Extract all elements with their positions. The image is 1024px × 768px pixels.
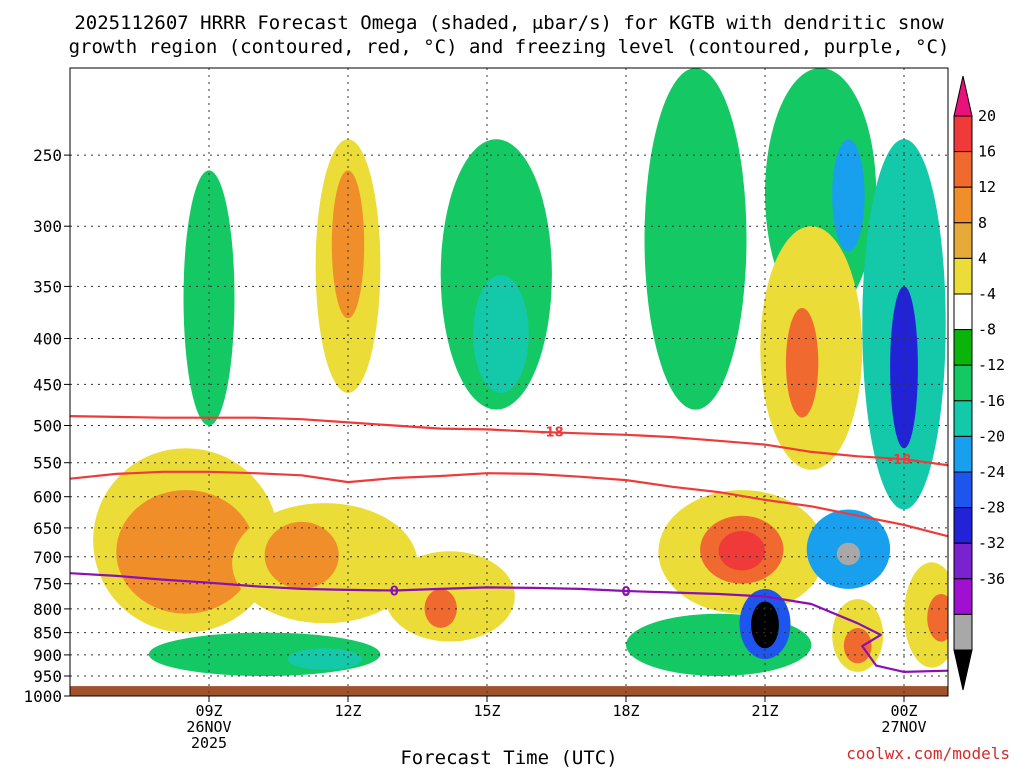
colorbar-label: -8 [978, 321, 996, 339]
colorbar-label: 12 [978, 178, 996, 196]
chart-title-line1: 2025112607 HRRR Forecast Omega (shaded, … [74, 12, 944, 34]
omega-region [183, 170, 235, 426]
colorbar-box [953, 115, 973, 153]
y-tick-label: 1000 [23, 687, 62, 706]
contour-line [70, 572, 948, 673]
contour-line [70, 470, 948, 538]
y-tick-label: 250 [33, 146, 62, 165]
y-tick-label: 350 [33, 277, 62, 296]
omega-region [264, 521, 339, 589]
colorbar-label: 4 [978, 249, 987, 267]
x-tick-label: 21Z [751, 702, 778, 720]
x-tick-label: 18Z [612, 702, 639, 720]
colorbar-box [953, 293, 973, 331]
omega-region [424, 588, 457, 628]
colorbar-label: 8 [978, 214, 987, 232]
y-tick-label: 600 [33, 488, 62, 507]
x-tick-label: 09Z [195, 702, 222, 720]
contour-label: 0 [390, 585, 399, 600]
y-tick-label: 500 [33, 417, 62, 436]
omega-region [785, 308, 819, 418]
colorbar-box [953, 151, 973, 188]
y-tick-label: 400 [33, 330, 62, 349]
colorbar-box [953, 257, 973, 295]
colorbar-label: -36 [978, 570, 1005, 588]
colorbar-label: -12 [978, 356, 1005, 374]
colorbar-label: -28 [978, 499, 1005, 517]
colorbar-label: 20 [978, 107, 996, 125]
omega-region [751, 601, 779, 649]
y-tick-label: 550 [33, 454, 62, 473]
omega-region [718, 530, 765, 571]
contour-line [70, 415, 948, 467]
plot-frame [69, 67, 949, 697]
chart-title-line2: growth region (contoured, red, °C) and f… [69, 36, 950, 58]
colorbar-box [953, 186, 973, 224]
y-tick-label: 650 [33, 519, 62, 538]
contour-label: -18 [540, 426, 564, 441]
y-tick-label: 900 [33, 646, 62, 665]
x-tick-label: 27NOV [881, 718, 926, 736]
omega-region [836, 542, 861, 566]
colorbar-top-arrow [953, 75, 973, 117]
colorbar-bottom-arrow [953, 649, 973, 691]
y-tick-label: 450 [33, 375, 62, 394]
y-tick-label: 750 [33, 575, 62, 594]
y-tick-label: 950 [33, 667, 62, 686]
colorbar-box [953, 507, 973, 544]
y-tick-label: 700 [33, 548, 62, 567]
contour-label: -18 [888, 453, 912, 468]
credit-text: coolwx.com/models [846, 744, 1010, 763]
colorbar-box [953, 364, 973, 402]
omega-region [904, 562, 948, 668]
x-tick-label: 26NOV [186, 718, 231, 736]
omega-region [890, 286, 918, 449]
colorbar: 20 16 12 8 4 -4 -8 -12 -16 -20 -24 -28 -32 -36 [953, 75, 1005, 691]
y-tick-label: 300 [33, 217, 62, 236]
x-tick-label: 2025 [191, 734, 227, 752]
omega-region [927, 594, 948, 642]
colorbar-label: 16 [978, 143, 996, 161]
y-tick-label: 850 [33, 624, 62, 643]
colorbar-box [953, 435, 973, 473]
colorbar-label: -16 [978, 392, 1005, 410]
omega-region [287, 648, 362, 670]
colorbar-box [953, 400, 973, 437]
omega-region [832, 139, 865, 252]
x-tick-label: 15Z [473, 702, 500, 720]
omega-region [473, 275, 529, 393]
omega-region [843, 628, 872, 664]
colorbar-label: -24 [978, 463, 1005, 481]
colorbar-label: -4 [978, 285, 996, 303]
colorbar-box [953, 542, 973, 580]
y-tick-label: 800 [33, 600, 62, 619]
omega-shading [93, 68, 948, 677]
colorbar-box [953, 222, 973, 259]
x-tick-label: 00Z [890, 702, 917, 720]
colorbar-box [953, 471, 973, 509]
temperature-contours: -18 -18 0 0 [70, 415, 948, 673]
y-axis-ticks: 250 300 350 400 450 500 550 600 650 700 750 800 850 9… [23, 146, 70, 706]
contour-label: 0 [621, 585, 630, 600]
colorbar-label: -20 [978, 427, 1005, 445]
x-axis-label: Forecast Time (UTC) [400, 747, 617, 768]
omega-region [644, 68, 747, 410]
colorbar-box [953, 578, 973, 615]
ground-surface [70, 686, 948, 696]
plot-area: -18 -18 0 0 [69, 67, 949, 697]
colorbar-box [953, 329, 973, 366]
x-tick-label: 12Z [334, 702, 361, 720]
colorbar-box [953, 613, 973, 651]
colorbar-label: -32 [978, 534, 1005, 552]
